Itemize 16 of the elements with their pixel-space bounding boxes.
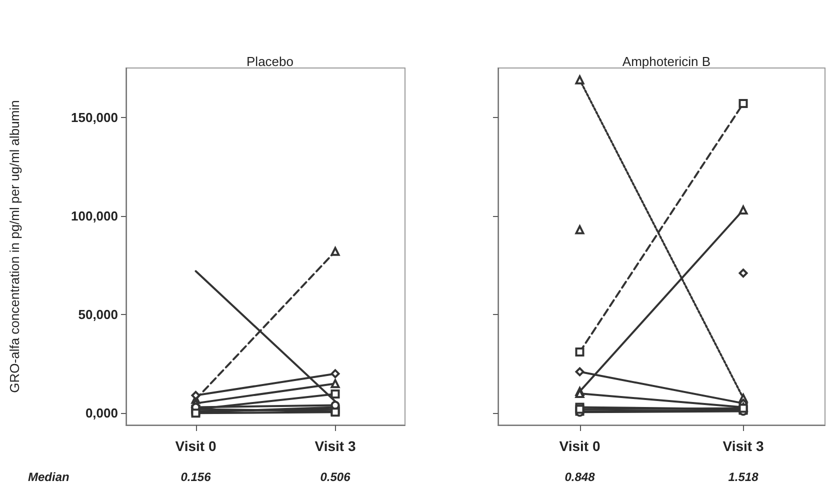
text: 0.506 — [320, 470, 351, 484]
x-tick-label: Visit 3 — [314, 438, 356, 454]
text: 0.848 — [564, 470, 596, 484]
y-tick-label: 50,000 — [78, 307, 118, 322]
x-tick-label: Visit 3 — [722, 438, 764, 454]
y-tick-label: 150,000 — [71, 110, 118, 125]
text: Median — [28, 470, 70, 484]
y-tick-label: 100,000 — [71, 208, 118, 224]
text: 0.156 — [180, 470, 212, 484]
y-axis-title: GRO-alfa concentration in pg/ml per ug/ml albumin — [7, 100, 22, 393]
chart-title: Placebo — [246, 54, 294, 69]
y-tick-label: 0,000 — [85, 406, 118, 421]
chart-title: Amphotericin B — [622, 54, 711, 69]
x-tick-label: Visit 0 — [175, 438, 216, 454]
text: 1.518 — [728, 470, 759, 484]
x-tick-label: Visit 0 — [559, 438, 600, 454]
